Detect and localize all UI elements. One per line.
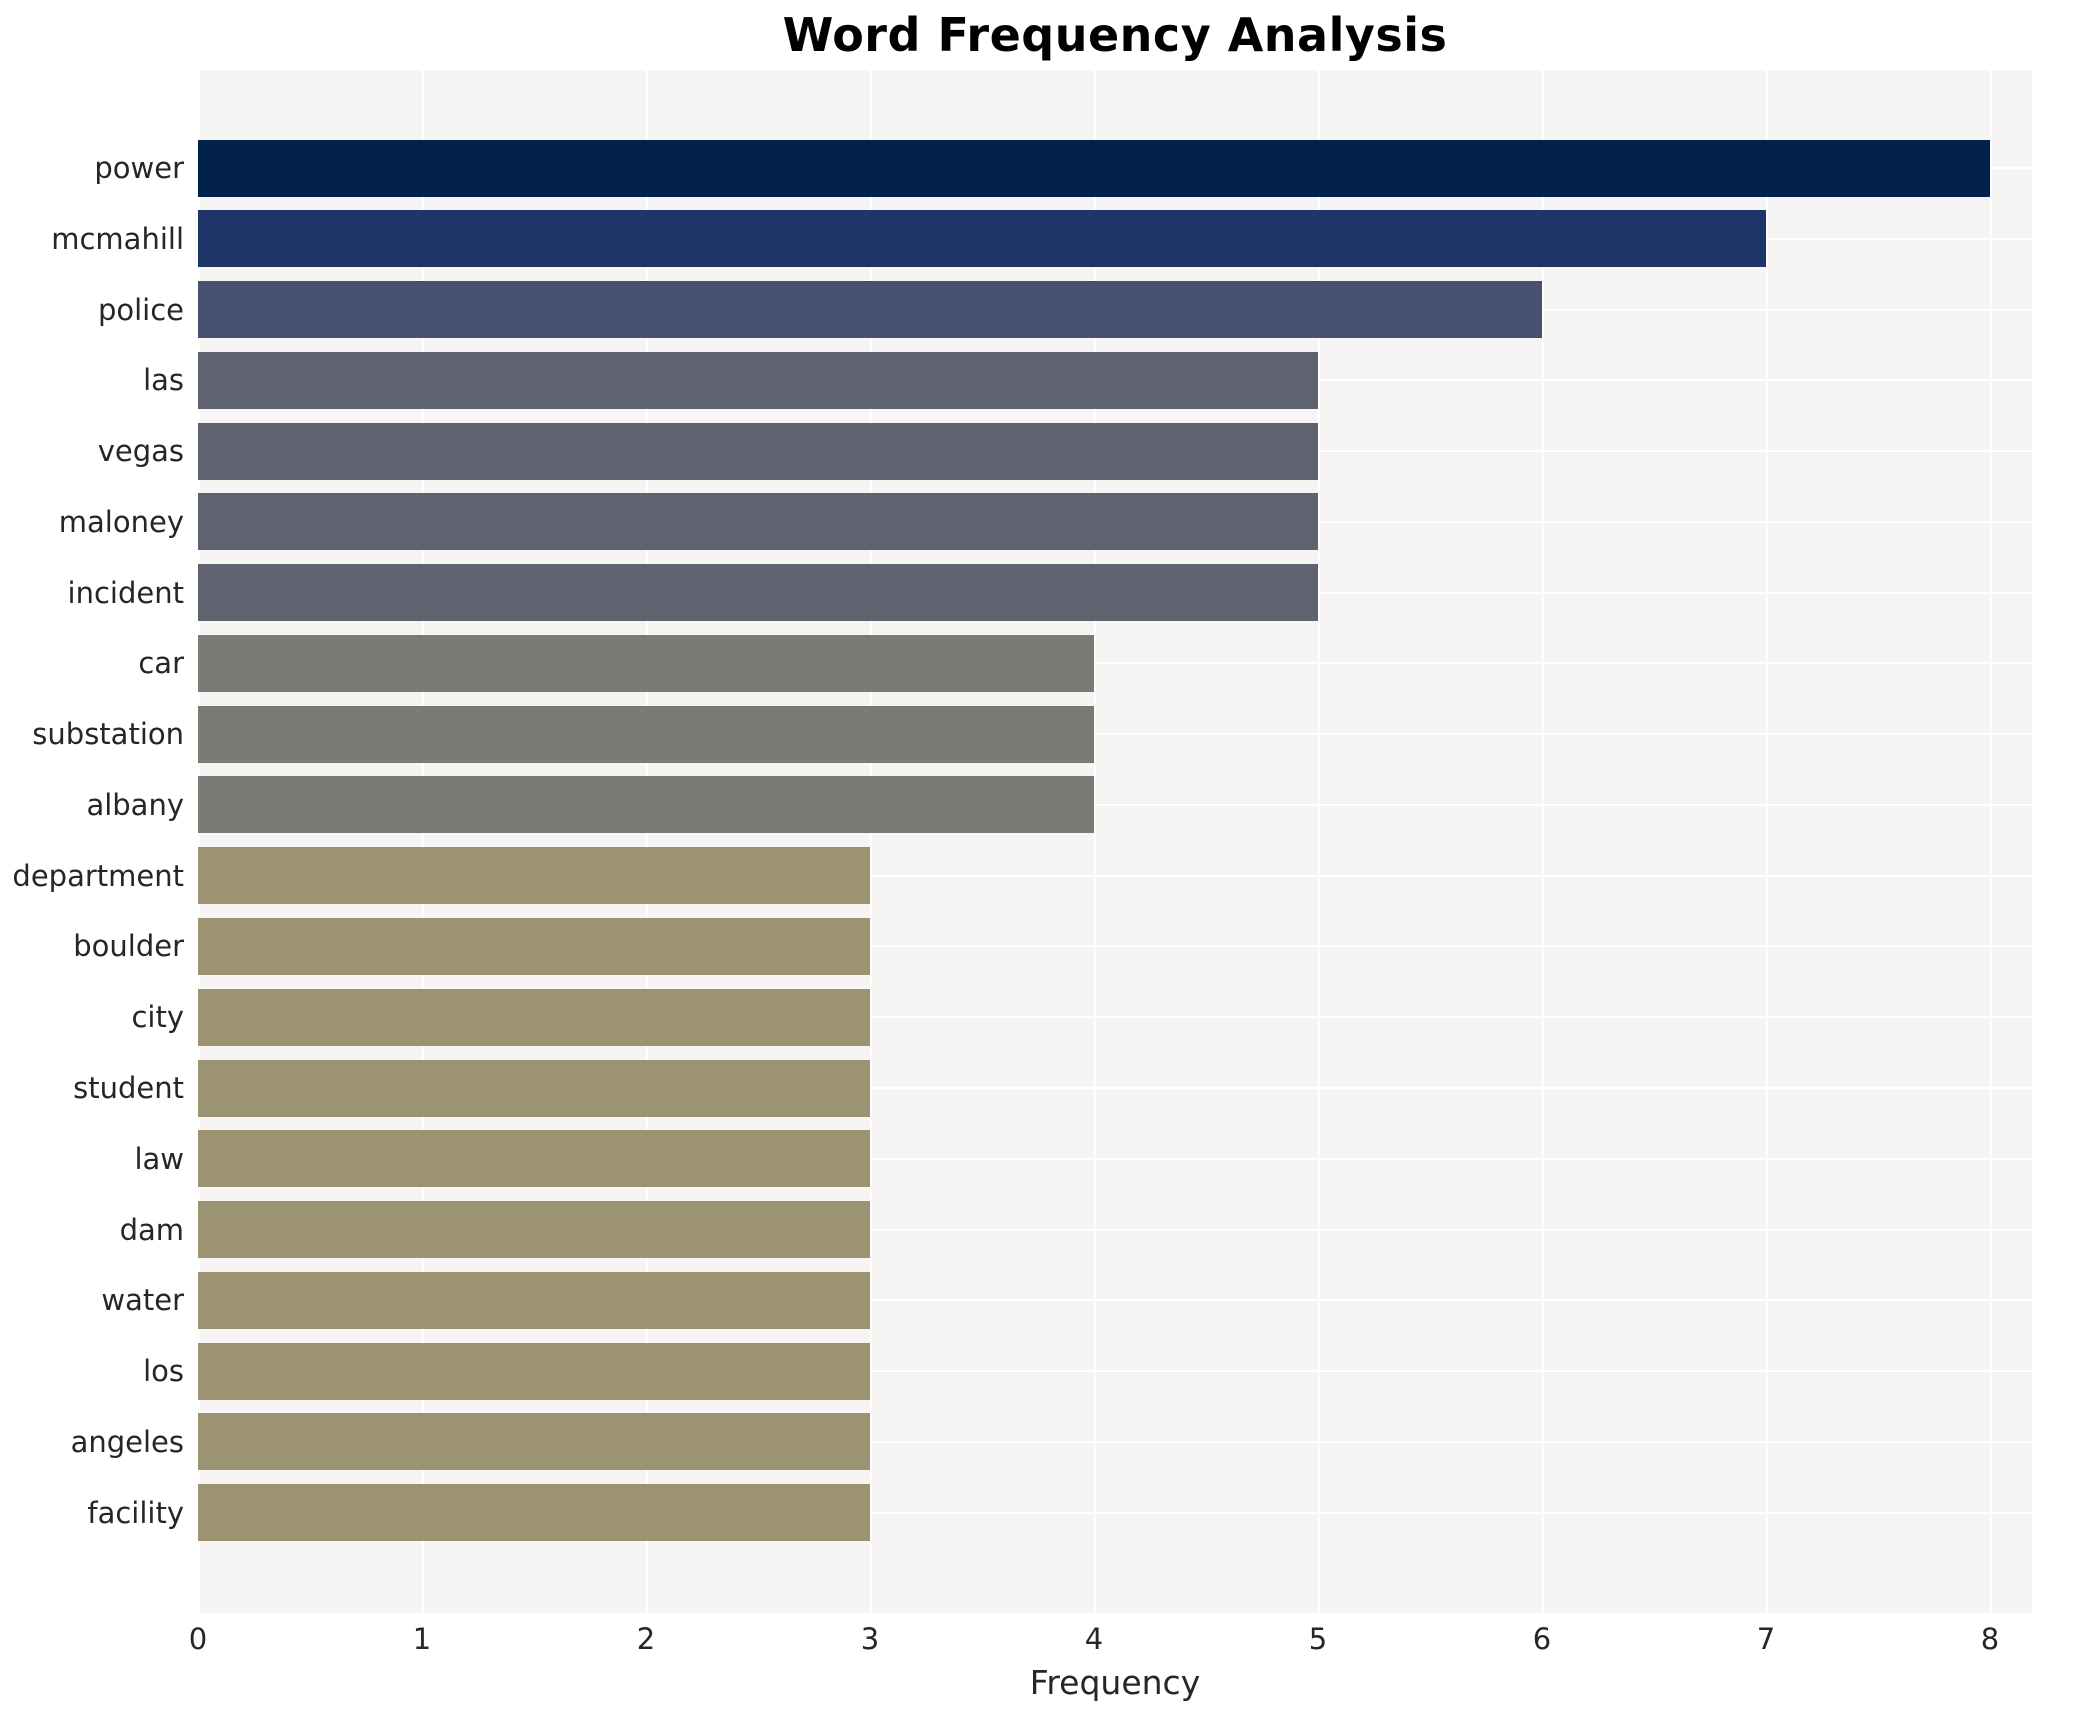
gridline-horizontal [198, 733, 2032, 736]
bar-dam [198, 1201, 870, 1259]
gridline-vertical [1542, 70, 1544, 1613]
bar-facility [198, 1484, 870, 1542]
y-tick-label-department: department [12, 858, 184, 893]
y-tick-label-dam: dam [119, 1212, 184, 1247]
gridline-vertical [870, 70, 872, 1613]
gridline-horizontal [198, 662, 2032, 665]
gridline-vertical [1094, 70, 1096, 1613]
gridline-vertical [646, 70, 648, 1613]
bar-mcmahill [198, 210, 1766, 268]
gridline-horizontal [198, 1228, 2032, 1231]
plot-area [198, 70, 2032, 1613]
x-tick-label-2: 2 [636, 1622, 656, 1656]
y-tick-label-mcmahill: mcmahill [51, 221, 184, 256]
y-tick-label-incident: incident [67, 575, 184, 610]
gridline-horizontal [198, 1087, 2032, 1089]
bar-angeles [198, 1413, 870, 1471]
y-tick-label-water: water [101, 1283, 184, 1318]
bar-student [198, 1059, 870, 1117]
x-axis-title: Frequency [1029, 1663, 1201, 1702]
x-tick-label-8: 8 [1980, 1622, 2000, 1656]
gridline-horizontal [198, 1440, 2032, 1443]
bar-vegas [198, 422, 1318, 480]
y-tick-label-police: police [97, 292, 184, 327]
y-tick-label-city: city [131, 1000, 184, 1035]
gridline-vertical [422, 70, 424, 1613]
bar-boulder [198, 917, 870, 975]
y-tick-label-power: power [94, 151, 184, 185]
bar-power [198, 139, 1990, 197]
bar-los [198, 1342, 870, 1400]
y-tick-label-maloney: maloney [58, 504, 184, 539]
bar-water [198, 1271, 870, 1329]
gridline-horizontal [198, 1016, 2032, 1019]
chart-title: Word Frequency Analysis [782, 8, 1448, 62]
gridline-vertical [1318, 70, 1320, 1613]
gridline-horizontal [198, 803, 2032, 806]
y-tick-label-car: car [138, 646, 184, 681]
x-tick-label-1: 1 [412, 1622, 432, 1656]
bar-car [198, 634, 1094, 692]
gridline-horizontal [198, 1299, 2032, 1302]
x-tick-label-7: 7 [1756, 1622, 1776, 1656]
gridline-horizontal [198, 1157, 2032, 1160]
y-tick-label-vegas: vegas [97, 434, 184, 469]
bar-incident [198, 564, 1318, 622]
gridline-vertical [198, 70, 200, 1613]
bar-law [198, 1130, 870, 1188]
bar-police [198, 281, 1542, 339]
bar-maloney [198, 493, 1318, 551]
bar-department [198, 847, 870, 905]
x-tick-label-0: 0 [188, 1622, 208, 1656]
bar-city [198, 988, 870, 1046]
x-tick-label-4: 4 [1084, 1622, 1104, 1656]
gridline-horizontal [198, 1511, 2032, 1514]
y-tick-label-student: student [73, 1071, 184, 1105]
x-tick-label-6: 6 [1532, 1622, 1552, 1656]
x-tick-label-5: 5 [1308, 1622, 1328, 1656]
gridline-vertical [1766, 70, 1768, 1613]
gridline-vertical [1990, 70, 1992, 1613]
y-tick-label-albany: albany [86, 787, 184, 822]
y-tick-label-boulder: boulder [73, 929, 184, 964]
x-tick-label-3: 3 [860, 1622, 880, 1656]
y-tick-label-angeles: angeles [70, 1424, 184, 1459]
gridline-horizontal [198, 945, 2032, 948]
y-tick-label-law: law [134, 1141, 184, 1176]
bar-las [198, 351, 1318, 409]
y-tick-label-substation: substation [32, 717, 184, 752]
bar-albany [198, 776, 1094, 834]
gridline-horizontal [198, 1370, 2032, 1373]
y-tick-label-los: los [143, 1354, 184, 1389]
y-tick-label-las: las [143, 363, 184, 398]
gridline-horizontal [198, 874, 2032, 877]
y-tick-label-facility: facility [87, 1495, 184, 1530]
bar-substation [198, 705, 1094, 763]
